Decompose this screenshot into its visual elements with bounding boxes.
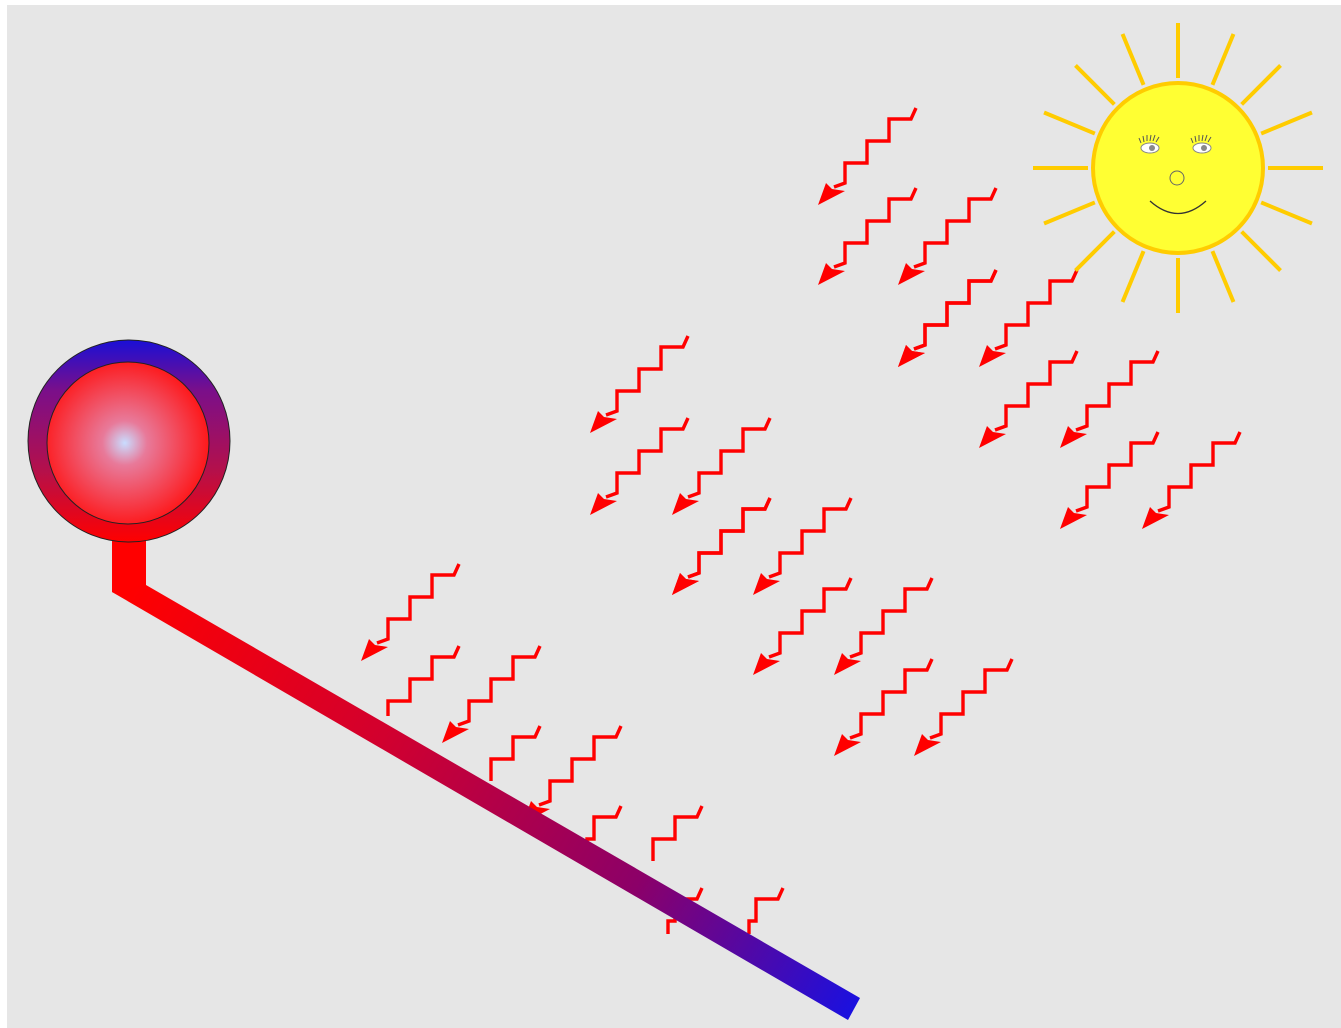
heat-ray-arrowhead xyxy=(1060,507,1087,529)
sun-ray xyxy=(1120,250,1146,303)
sun-ray xyxy=(1074,230,1116,272)
sun-ray xyxy=(1120,33,1146,86)
sun-ray xyxy=(1043,110,1096,136)
heat-ray-arrowhead xyxy=(818,183,845,205)
heat-ray-arrowhead xyxy=(914,734,941,756)
heat-ray-arrowhead xyxy=(1060,426,1087,448)
sun-ray xyxy=(1260,110,1313,136)
heat-ray-arrow-icon xyxy=(913,187,998,269)
sun-ray xyxy=(1260,200,1313,226)
heat-ray-arrow-icon xyxy=(747,887,785,934)
heat-ray-arrowhead xyxy=(672,493,699,515)
sun-ray xyxy=(1210,33,1236,86)
storage-tank-icon xyxy=(27,339,231,543)
heat-ray-arrowhead xyxy=(834,734,861,756)
sun-ray xyxy=(1210,250,1236,303)
heat-ray-arrowhead xyxy=(818,263,845,285)
sun-mouth xyxy=(1149,200,1207,214)
heat-ray-arrowhead xyxy=(672,573,699,595)
heat-ray-arrow-icon xyxy=(768,497,853,579)
heat-ray-arrow-icon xyxy=(687,497,772,579)
sun-ray xyxy=(1074,64,1116,106)
heat-ray-arrow-icon xyxy=(489,725,542,781)
heat-ray-arrowhead xyxy=(898,345,925,367)
heat-ray-arrowhead xyxy=(834,653,861,675)
smiling-sun-icon xyxy=(1033,23,1323,313)
sun-ray xyxy=(1043,200,1096,226)
heat-ray-arrow-icon xyxy=(687,417,772,499)
heat-ray-arrow-icon xyxy=(994,350,1079,432)
heat-ray-arrow-icon xyxy=(833,107,918,189)
sun-ray xyxy=(1240,230,1282,272)
heat-ray-arrowhead xyxy=(361,639,388,661)
heat-ray-arrow-icon xyxy=(376,563,461,645)
heat-ray-arrowhead xyxy=(442,721,469,743)
heat-ray-arrow-icon xyxy=(605,335,690,417)
heat-ray-arrow-icon xyxy=(849,658,934,740)
heat-ray-arrow-icon xyxy=(651,805,704,861)
heat-ray-arrow-icon xyxy=(1157,431,1242,513)
heat-ray-arrow-icon xyxy=(538,725,623,807)
heat-ray-arrow-icon xyxy=(768,577,853,659)
collector-panel xyxy=(112,585,860,1020)
heat-ray-arrowhead xyxy=(590,411,617,433)
tank-inner-water xyxy=(46,361,210,525)
sun-left-eye xyxy=(1138,134,1160,154)
heat-ray-arrow-icon xyxy=(929,658,1014,740)
sun-ray xyxy=(1240,64,1282,106)
heat-ray-arrow-icon xyxy=(833,187,918,269)
heat-ray-arrowhead xyxy=(753,573,780,595)
heat-ray-arrow-icon xyxy=(994,269,1079,351)
heat-ray-arrowhead xyxy=(753,653,780,675)
sun-disc xyxy=(1091,81,1265,255)
sun-rays xyxy=(1033,23,1323,313)
heat-ray-arrowhead xyxy=(979,345,1006,367)
heat-ray-arrowhead xyxy=(1142,507,1169,529)
heat-ray-arrow-icon xyxy=(1075,431,1160,513)
heat-ray-arrowhead xyxy=(590,493,617,515)
heat-ray-arrow-icon xyxy=(1075,350,1160,432)
collector-riser xyxy=(112,538,146,600)
heat-ray-arrow-icon xyxy=(386,645,461,716)
heat-ray-arrowhead xyxy=(898,263,925,285)
heat-ray-arrowhead xyxy=(979,426,1006,448)
heat-ray-arrow-icon xyxy=(605,417,690,499)
heat-rays xyxy=(361,107,1242,934)
heat-ray-arrow-icon xyxy=(457,645,542,727)
sun-right-eye xyxy=(1190,134,1212,154)
heat-ray-arrow-icon xyxy=(849,577,934,659)
heat-ray-arrow-icon xyxy=(913,269,998,351)
sun-nose xyxy=(1169,170,1185,186)
solar-collector-pipe xyxy=(112,538,860,1020)
